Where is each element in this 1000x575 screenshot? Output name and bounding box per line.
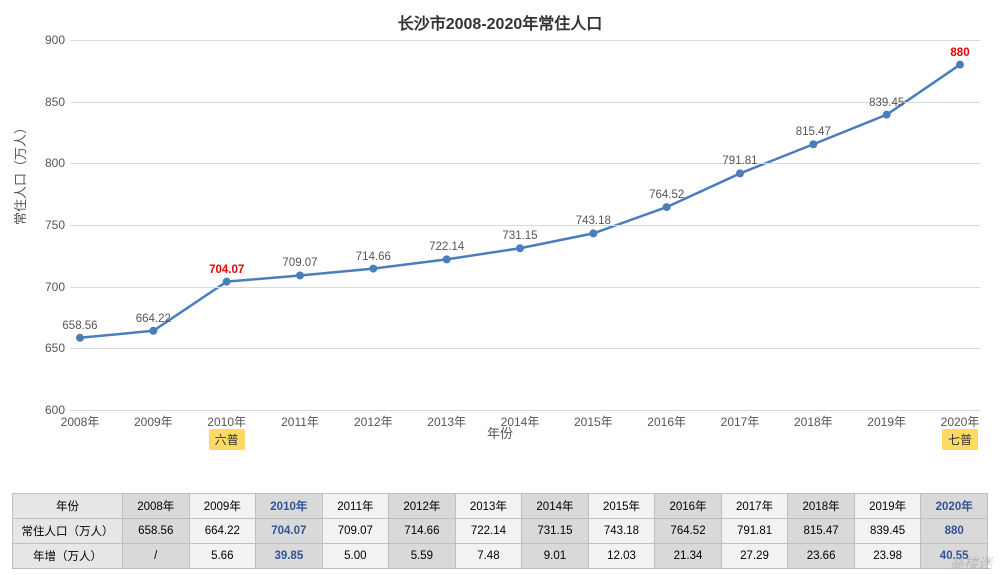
table-cell: 5.00 <box>322 544 389 569</box>
data-point <box>149 327 157 335</box>
chart-title: 长沙市2008-2020年常住人口 <box>0 0 1000 34</box>
data-point <box>296 271 304 279</box>
table-cell: 714.66 <box>389 519 456 544</box>
table-cell: 27.29 <box>721 544 788 569</box>
table-cell: 764.52 <box>655 519 722 544</box>
table-cell: 731.15 <box>522 519 589 544</box>
table-cell: 5.59 <box>389 544 456 569</box>
grid-line <box>70 225 980 226</box>
data-label: 658.56 <box>62 320 97 332</box>
table-cell: 658.56 <box>123 519 190 544</box>
table-cell: 7.48 <box>455 544 522 569</box>
data-label: 731.15 <box>502 230 537 242</box>
data-point <box>76 334 84 342</box>
table-cell: 743.18 <box>588 519 655 544</box>
data-label: 880 <box>950 47 969 59</box>
y-tick-label: 800 <box>30 156 65 170</box>
table-row-header: 常住人口（万人） <box>13 519 123 544</box>
table-cell: 709.07 <box>322 519 389 544</box>
grid-line <box>70 348 980 349</box>
table-cell: 12.03 <box>588 544 655 569</box>
data-point <box>589 229 597 237</box>
table-row: 年份2008年2009年2010年2011年2012年2013年2014年201… <box>13 494 988 519</box>
x-axis-label: 年份 <box>0 423 1000 442</box>
data-label: 709.07 <box>282 257 317 269</box>
data-point <box>883 111 891 119</box>
table-cell: 9.01 <box>522 544 589 569</box>
data-point <box>369 265 377 273</box>
table-row-header: 年份 <box>13 494 123 519</box>
table-cell: 2019年 <box>854 494 921 519</box>
y-tick-label: 850 <box>30 95 65 109</box>
table-row-header: 年增（万人） <box>13 544 123 569</box>
data-label: 764.52 <box>649 189 684 201</box>
y-tick-label: 700 <box>30 280 65 294</box>
grid-line <box>70 410 980 411</box>
table-cell: 2016年 <box>655 494 722 519</box>
data-point <box>663 203 671 211</box>
table-row: 常住人口（万人）658.56664.22704.07709.07714.6672… <box>13 519 988 544</box>
y-tick-label: 650 <box>30 341 65 355</box>
table-cell: 839.45 <box>854 519 921 544</box>
data-label: 791.81 <box>722 155 757 167</box>
data-label: 704.07 <box>209 264 244 276</box>
y-tick-label: 750 <box>30 218 65 232</box>
table-cell: 2020年 <box>921 494 988 519</box>
table-cell: 2011年 <box>322 494 389 519</box>
table-cell: 21.34 <box>655 544 722 569</box>
table-cell: 880 <box>921 519 988 544</box>
data-point <box>516 244 524 252</box>
data-point <box>809 140 817 148</box>
table-cell: / <box>123 544 190 569</box>
data-point <box>223 278 231 286</box>
table-cell: 2008年 <box>123 494 190 519</box>
grid-line <box>70 287 980 288</box>
table-cell: 704.07 <box>256 519 323 544</box>
line-series <box>80 65 960 338</box>
data-point <box>736 169 744 177</box>
table-cell: 791.81 <box>721 519 788 544</box>
data-point <box>956 61 964 69</box>
table-cell: 23.98 <box>854 544 921 569</box>
data-label: 743.18 <box>576 215 611 227</box>
table-cell: 664.22 <box>189 519 256 544</box>
table-cell: 23.66 <box>788 544 855 569</box>
data-label: 722.14 <box>429 241 464 253</box>
y-axis-label: 常住人口（万人） <box>10 121 29 225</box>
table-cell: 2018年 <box>788 494 855 519</box>
chart-container: 长沙市2008-2020年常住人口 常住人口（万人） 6006507007508… <box>0 0 1000 470</box>
data-label: 815.47 <box>796 126 831 138</box>
table-cell: 39.85 <box>256 544 323 569</box>
plot-area: 6006507007508008509002008年2009年2010年2011… <box>70 40 980 410</box>
y-tick-label: 900 <box>30 33 65 47</box>
grid-line <box>70 40 980 41</box>
table-cell: 5.66 <box>189 544 256 569</box>
data-label: 664.22 <box>136 313 171 325</box>
grid-line <box>70 102 980 103</box>
table-row: 年增（万人）/5.6639.855.005.597.489.0112.0321.… <box>13 544 988 569</box>
data-point <box>443 255 451 263</box>
table-cell: 2013年 <box>455 494 522 519</box>
table-cell: 815.47 <box>788 519 855 544</box>
table-cell: 2014年 <box>522 494 589 519</box>
data-label: 714.66 <box>356 251 391 263</box>
table-cell: 2009年 <box>189 494 256 519</box>
table-cell: 2017年 <box>721 494 788 519</box>
table-cell: 2015年 <box>588 494 655 519</box>
data-table-container: 年份2008年2009年2010年2011年2012年2013年2014年201… <box>12 493 988 569</box>
grid-line <box>70 163 980 164</box>
table-cell: 2012年 <box>389 494 456 519</box>
data-label: 839.45 <box>869 97 904 109</box>
data-table: 年份2008年2009年2010年2011年2012年2013年2014年201… <box>12 493 988 569</box>
table-cell: 40.55 <box>921 544 988 569</box>
table-cell: 2010年 <box>256 494 323 519</box>
table-cell: 722.14 <box>455 519 522 544</box>
